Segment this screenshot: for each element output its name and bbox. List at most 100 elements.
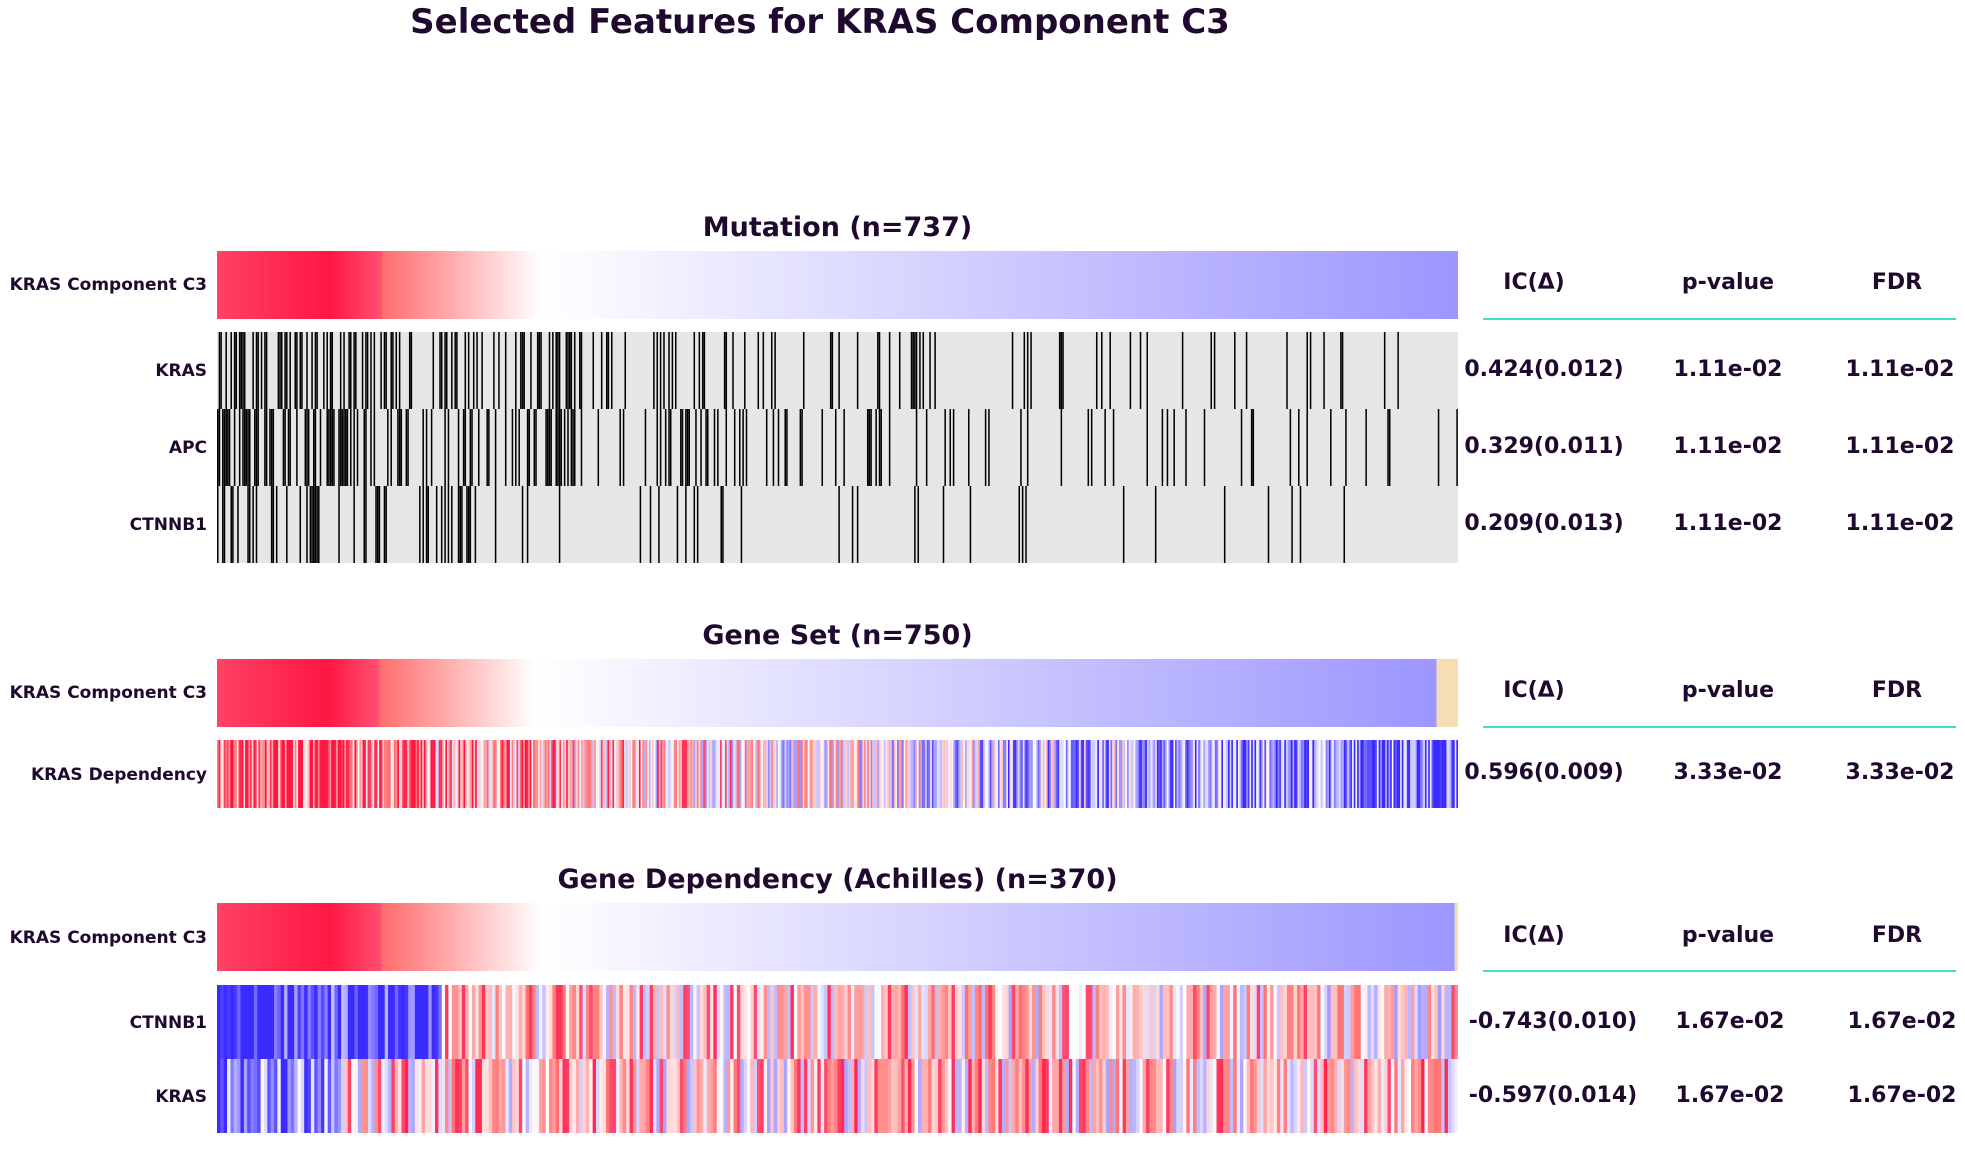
feature-cell bbox=[565, 1059, 570, 1133]
feature-cell bbox=[476, 740, 480, 808]
mutation-mark bbox=[868, 409, 871, 486]
pvalue-header: p-value bbox=[1681, 923, 1775, 948]
feature-cell bbox=[1196, 985, 1201, 1059]
feature-cell bbox=[894, 1059, 899, 1133]
target-cell bbox=[762, 251, 765, 319]
feature-cell bbox=[1142, 985, 1147, 1059]
mutation-mark bbox=[338, 486, 340, 563]
target-cell bbox=[453, 659, 456, 727]
target-cell bbox=[501, 251, 504, 319]
target-cell bbox=[1314, 251, 1318, 319]
target-cell bbox=[787, 659, 791, 727]
feature-cell bbox=[794, 740, 797, 808]
target-cell bbox=[842, 659, 845, 727]
feature-cell bbox=[532, 1059, 537, 1133]
target-cell bbox=[1149, 251, 1153, 319]
target-cell bbox=[1020, 251, 1023, 319]
feature-cell bbox=[411, 985, 416, 1059]
feature-cell bbox=[314, 740, 317, 808]
mutation-mark bbox=[373, 409, 376, 486]
feature-cell bbox=[535, 985, 540, 1059]
target-cell bbox=[1085, 903, 1090, 971]
feature-cell bbox=[996, 740, 999, 808]
mutation-mark bbox=[289, 409, 291, 486]
target-cell bbox=[1408, 659, 1411, 727]
feature-cell bbox=[743, 1059, 748, 1133]
target-cell bbox=[533, 251, 536, 319]
ic-header: IC(Δ) bbox=[1503, 923, 1565, 948]
target-cell bbox=[855, 659, 858, 727]
target-cell bbox=[329, 659, 332, 727]
target-cell bbox=[950, 659, 953, 727]
target-cell bbox=[738, 659, 741, 727]
feature-cell bbox=[341, 1059, 346, 1133]
feature-cell bbox=[981, 740, 984, 808]
target-cell bbox=[1411, 659, 1414, 727]
target-cell bbox=[238, 251, 242, 319]
target-cell bbox=[587, 659, 590, 727]
target-cell bbox=[503, 659, 506, 727]
feature-cell bbox=[1229, 740, 1232, 808]
mutation-mark bbox=[784, 409, 786, 486]
target-cell bbox=[220, 251, 223, 319]
feature-cell bbox=[599, 1059, 604, 1133]
feature-cell bbox=[408, 1059, 413, 1133]
feature-cell bbox=[585, 1059, 590, 1133]
feature-cell bbox=[616, 1059, 621, 1133]
target-cell bbox=[632, 903, 637, 971]
target-cell bbox=[374, 903, 379, 971]
feature-cell bbox=[458, 985, 463, 1059]
feature-cell bbox=[1454, 985, 1458, 1059]
feature-cell bbox=[538, 1059, 543, 1133]
target-cell bbox=[379, 659, 382, 727]
target-cell bbox=[438, 659, 441, 727]
target-cell bbox=[552, 903, 557, 971]
feature-cell bbox=[271, 740, 274, 808]
feature-cell bbox=[1125, 985, 1130, 1059]
feature-cell bbox=[1266, 985, 1271, 1059]
target-cell bbox=[1094, 251, 1097, 319]
target-cell bbox=[382, 251, 385, 319]
feature-cell bbox=[925, 740, 928, 808]
target-cell bbox=[1308, 251, 1311, 319]
feature-cell bbox=[1152, 1059, 1157, 1133]
target-cell bbox=[456, 659, 460, 727]
feature-cell bbox=[797, 740, 801, 808]
feature-cell bbox=[678, 740, 681, 808]
target-cell bbox=[217, 903, 221, 971]
target-cell bbox=[222, 251, 225, 319]
feature-cell bbox=[418, 740, 422, 808]
feature-cell bbox=[577, 740, 580, 808]
feature-cell bbox=[317, 985, 322, 1059]
feature-cell bbox=[847, 1059, 852, 1133]
mutation-mark bbox=[555, 409, 557, 486]
feature-cell bbox=[1022, 740, 1026, 808]
mutation-mark bbox=[801, 409, 803, 486]
feature-cell bbox=[862, 740, 865, 808]
target-cell bbox=[572, 251, 575, 319]
target-cell bbox=[479, 251, 482, 319]
target-cell bbox=[549, 903, 553, 971]
target-cell bbox=[398, 251, 402, 319]
feature-cell bbox=[1045, 985, 1050, 1059]
feature-cell bbox=[700, 740, 703, 808]
target-cell bbox=[1037, 251, 1040, 319]
feature-cell bbox=[1407, 1059, 1412, 1133]
mutation-mark bbox=[312, 486, 315, 563]
target-cell bbox=[974, 251, 978, 319]
mutation-mark bbox=[218, 332, 221, 409]
mutation-mark bbox=[870, 409, 872, 486]
target-cell bbox=[770, 251, 774, 319]
feature-cell bbox=[1322, 740, 1325, 808]
feature-cell bbox=[235, 740, 238, 808]
feature-cell bbox=[1102, 1059, 1107, 1133]
mutation-mark bbox=[405, 409, 408, 486]
target-cell bbox=[1251, 659, 1254, 727]
feature-cell bbox=[1271, 740, 1274, 808]
target-cell bbox=[308, 659, 311, 727]
target-cell bbox=[1092, 251, 1095, 319]
mutation-mark bbox=[275, 486, 278, 563]
feature-cell bbox=[307, 985, 312, 1059]
mutation-mark bbox=[217, 409, 219, 486]
target-cell bbox=[1390, 903, 1395, 971]
